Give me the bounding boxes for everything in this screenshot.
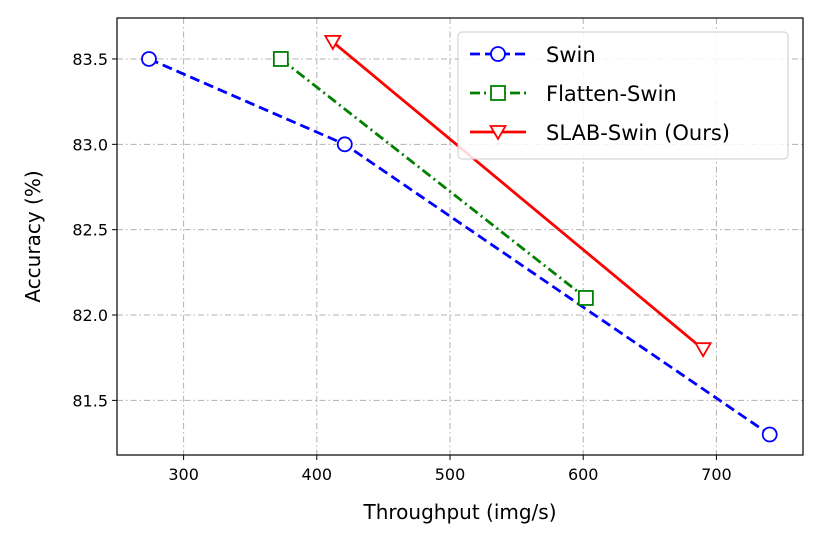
series-markers: [141, 34, 778, 443]
y-tick-label: 82.0: [72, 306, 108, 325]
data-point-0-1: [336, 136, 353, 153]
legend-box: [457, 31, 789, 160]
y-tick-label: 81.5: [72, 391, 108, 410]
plot-frame: [116, 17, 804, 456]
series-line-1: [279, 57, 587, 300]
y-axis-ticks: 81.5 82.0 82.5 83.0 83.5: [72, 50, 117, 410]
data-point-1-1: [577, 290, 594, 306]
data-point-0-2: [761, 426, 778, 443]
legend: Swin Flatten-Swin SLAB-Swin (Ours): [457, 31, 789, 160]
x-tick-label: 700: [701, 465, 732, 484]
y-tick-label: 82.5: [72, 221, 108, 240]
y-tick-label: 83.0: [72, 135, 108, 154]
x-axis-label: Throughput (img/s): [362, 500, 556, 524]
y-tick-label: 83.5: [72, 50, 108, 69]
legend-label-1: Flatten-Swin: [546, 82, 677, 106]
series-line-2: [331, 40, 704, 351]
data-point-2-1: [694, 342, 713, 358]
x-axis-ticks: 300 400 500 600 700: [168, 455, 732, 484]
legend-marker-0: [490, 46, 506, 62]
legend-label-2: SLAB-Swin (Ours): [546, 121, 730, 145]
y-axis-label: Accuracy (%): [21, 170, 45, 302]
legend-marker-2: [488, 125, 508, 141]
data-point-0-0: [141, 51, 157, 67]
legend-label-0: Swin: [546, 43, 596, 67]
data-point-1-0: [272, 51, 289, 67]
legend-marker-1: [490, 85, 506, 101]
x-tick-label: 500: [435, 465, 466, 484]
data-point-2-0: [323, 34, 342, 51]
x-tick-label: 300: [168, 465, 199, 484]
x-tick-label: 400: [302, 465, 333, 484]
x-tick-label: 600: [568, 465, 599, 484]
